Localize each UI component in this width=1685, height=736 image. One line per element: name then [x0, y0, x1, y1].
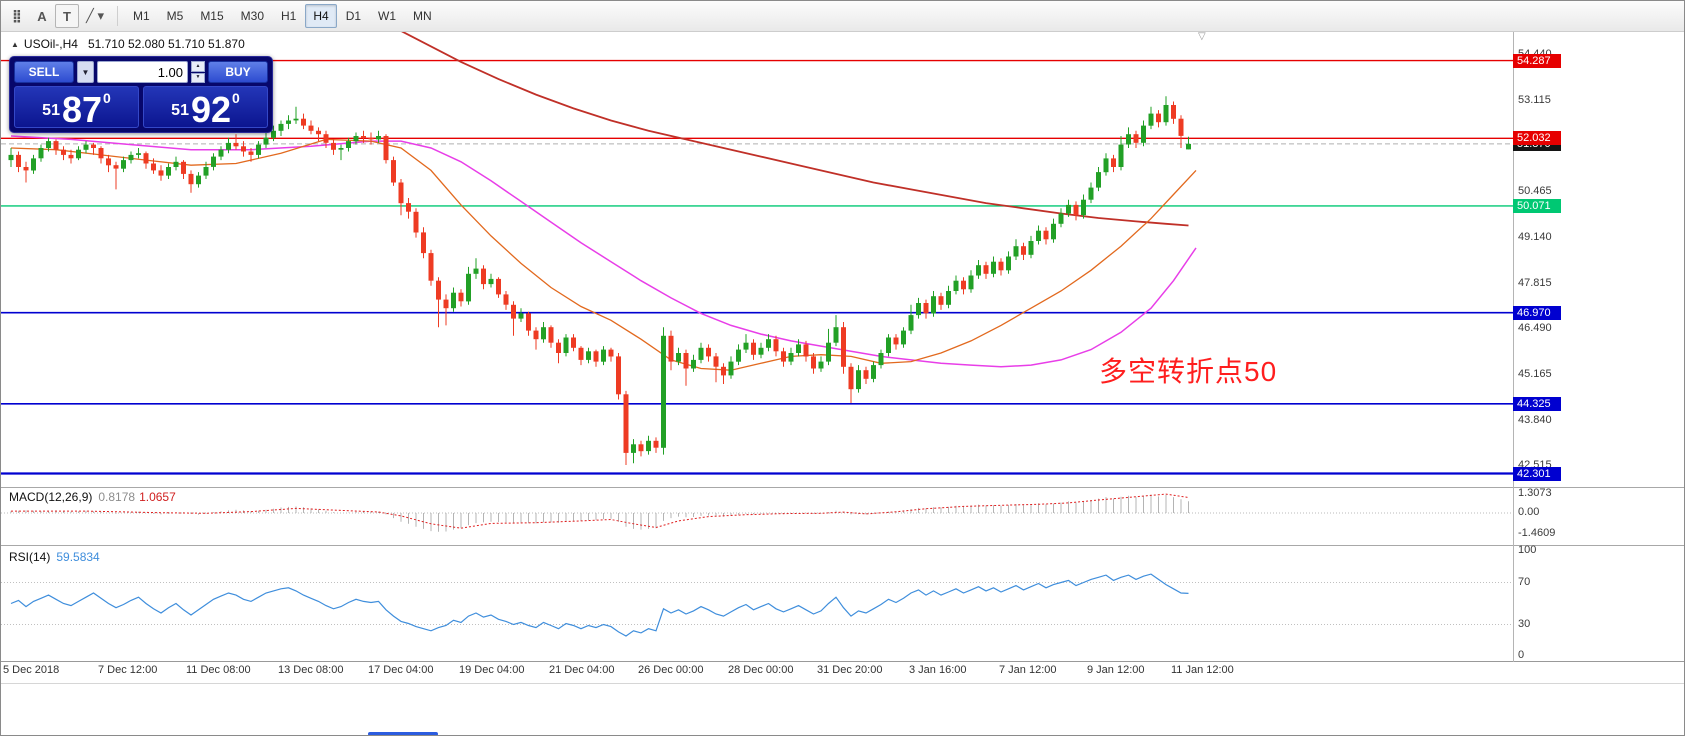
drawing-tools-group: ⣿ A T ╱ ▾ [5, 4, 110, 28]
macd-scale-label: 1.3073 [1518, 487, 1552, 500]
symbol-period-label: USOil-,H4 [23, 37, 78, 51]
time-axis-label: 5 Dec 2018 [3, 664, 60, 676]
rsi-value: 59.5834 [56, 550, 100, 564]
sell-price-main: 87 [61, 88, 103, 130]
sell-price-button[interactable]: 51 87 0 [14, 86, 139, 128]
time-axis-label: 19 Dec 04:00 [459, 664, 525, 676]
ohlc-values: 51.710 52.080 51.710 51.870 [87, 37, 245, 51]
timeframe-button-d1[interactable]: D1 [338, 4, 369, 28]
macd-main-value: 0.8178 [98, 490, 136, 504]
macd-signal-line [11, 493, 1189, 529]
buy-price-prefix: 51 [171, 102, 189, 119]
chart-annotation-text: 多空转折点50 [1099, 356, 1278, 387]
crosshair-grid-icon[interactable]: ⣿ [5, 4, 29, 28]
main-toolbar: ⣿ A T ╱ ▾ M1 M5 M15 M30 H1 H4 D1 W1 MN [1, 1, 1684, 32]
time-axis[interactable]: 5 Dec 2018 7 Dec 12:00 11 Dec 08:00 13 Dec … [1, 664, 1513, 682]
price-scale-label: 46.490 [1518, 322, 1552, 335]
price-level-badge: 46.970 [1513, 305, 1561, 320]
price-level-badge: 54.287 [1513, 53, 1561, 68]
buy-price-pip: 0 [232, 90, 240, 106]
rsi-name: RSI(14) [9, 550, 51, 564]
price-scale-label: 50.465 [1518, 185, 1552, 198]
collapse-arrow-icon[interactable]: ▲ [11, 40, 19, 49]
time-axis-label: 26 Dec 00:00 [638, 664, 704, 676]
volume-spinner: ▲ ▼ [191, 61, 205, 83]
time-axis-label: 21 Dec 04:00 [549, 664, 615, 676]
time-axis-label: 3 Jan 16:00 [909, 664, 967, 676]
price-scale-label: 53.115 [1518, 94, 1551, 106]
buy-price-main: 92 [190, 88, 232, 130]
time-axis-label: 7 Dec 12:00 [98, 664, 158, 676]
volume-input[interactable] [97, 61, 188, 83]
time-axis-label: 7 Jan 12:00 [999, 664, 1057, 676]
macd-indicator-label: MACD(12,26,9) 0.8178 1.0657 [9, 490, 176, 504]
text-label-icon[interactable]: A [30, 4, 54, 28]
text-box-icon[interactable]: T [55, 4, 79, 28]
time-axis-label: 28 Dec 00:00 [728, 664, 794, 676]
sell-price-prefix: 51 [42, 102, 60, 119]
time-axis-label: 11 Dec 08:00 [186, 664, 251, 676]
draw-tools-icon[interactable]: ╱ ▾ [80, 4, 110, 28]
macd-scale-label: 0.00 [1518, 506, 1540, 518]
window-bottom-accent [368, 732, 438, 735]
trade-panel-top-row: SELL ▼ ▲ ▼ BUY [14, 61, 268, 83]
time-axis-label: 31 Dec 20:00 [817, 664, 883, 676]
price-scale-label: 49.140 [1518, 230, 1552, 243]
toolbar-separator [116, 6, 118, 26]
rsi-indicator-label: RSI(14) 59.5834 [9, 550, 100, 564]
price-level-badge: 44.325 [1513, 396, 1561, 411]
time-axis-label: 13 Dec 08:00 [278, 664, 344, 676]
volume-up-icon[interactable]: ▲ [191, 61, 205, 72]
time-axis-label: 17 Dec 04:00 [368, 664, 434, 676]
time-axis-label: 9 Jan 12:00 [1087, 664, 1145, 676]
chart-shift-marker-icon: ▽ [1198, 31, 1206, 42]
rsi-scale-label: 70 [1518, 575, 1531, 588]
price-scale-label: 45.165 [1518, 367, 1552, 380]
time-axis-label: 11 Jan 12:00 [1171, 664, 1234, 676]
trade-panel-price-row: 51 87 0 51 92 0 [14, 86, 268, 128]
sell-price-pip: 0 [103, 90, 111, 106]
chevron-down-icon: ▼ [81, 67, 90, 77]
sell-button[interactable]: SELL [14, 61, 74, 83]
timeframe-button-mn[interactable]: MN [405, 4, 440, 28]
timeframe-button-m5[interactable]: M5 [159, 4, 192, 28]
rsi-scale-label: 30 [1518, 617, 1531, 630]
buy-button[interactable]: BUY [208, 61, 268, 83]
timeframe-button-m1[interactable]: M1 [125, 4, 158, 28]
volume-dropdown-button[interactable]: ▼ [77, 61, 94, 83]
price-scale-label: 47.815 [1518, 276, 1552, 289]
price-level-badge: 42.301 [1513, 466, 1561, 481]
candlesticks [8, 96, 1191, 465]
timeframe-button-m15[interactable]: M15 [192, 4, 231, 28]
chart-ohlc-header: ▲ USOil-,H4 51.710 52.080 51.710 51.870 [11, 37, 245, 51]
price-level-badge: 50.071 [1513, 198, 1561, 213]
macd-name: MACD(12,26,9) [9, 490, 93, 504]
macd-signal-value: 1.0657 [139, 490, 176, 504]
timeframe-button-h4[interactable]: H4 [305, 4, 337, 28]
timeframe-button-h1[interactable]: H1 [273, 4, 304, 28]
rsi-line [10, 573, 1189, 637]
timeframe-button-m30[interactable]: M30 [233, 4, 272, 28]
rsi-scale-label: 0 [1518, 649, 1525, 661]
buy-price-button[interactable]: 51 92 0 [143, 86, 268, 128]
volume-down-icon[interactable]: ▼ [191, 72, 205, 83]
timeframes-group: M1 M5 M15 M30 H1 H4 D1 W1 MN [125, 4, 440, 28]
price-level-badge: 52.032 [1513, 131, 1561, 146]
timeframe-button-w1[interactable]: W1 [370, 4, 404, 28]
price-scale-label: 43.840 [1518, 413, 1552, 426]
rsi-scale-label: 100 [1518, 544, 1537, 556]
price-scale[interactable]: 54.44053.11550.46549.14047.81546.49045.1… [1513, 1, 1684, 735]
macd-scale-label: -1.4609 [1518, 527, 1556, 540]
